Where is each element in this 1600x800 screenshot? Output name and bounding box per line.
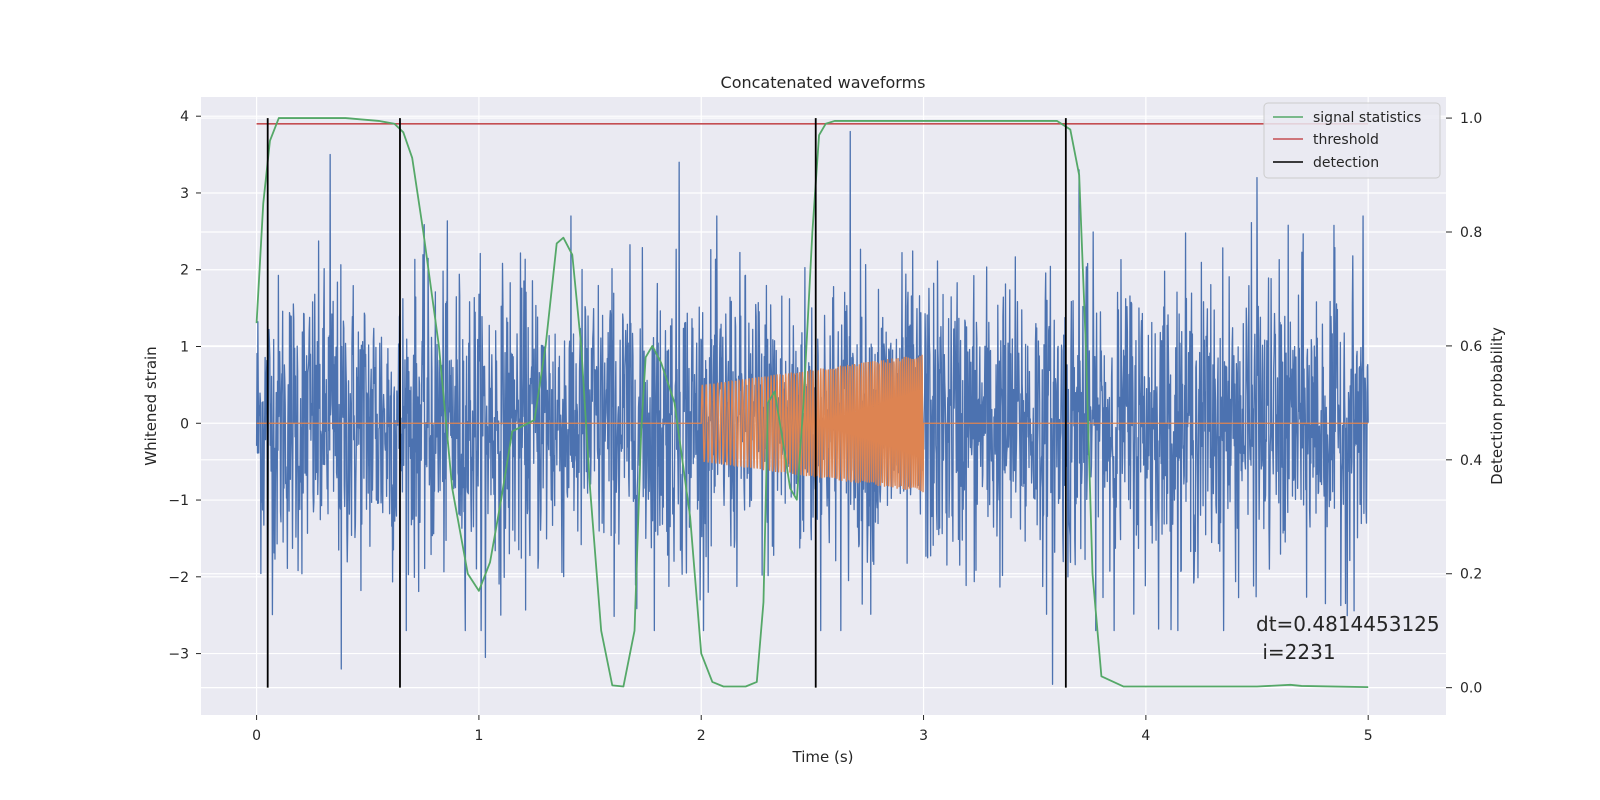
legend-label-detection: detection [1313, 155, 1379, 171]
x-tick-label: 2 [697, 728, 706, 744]
x-tick-label: 0 [252, 728, 261, 744]
y2-tick-label: 0.4 [1460, 453, 1482, 469]
y-axis-ticks: −3 −2 −1 0 1 2 3 4 [168, 109, 201, 663]
x-tick-label: 5 [1364, 728, 1373, 744]
chart-title: Concatenated waveforms [721, 73, 926, 92]
x-tick-label: 4 [1141, 728, 1150, 744]
y2-tick-label: 1.0 [1460, 111, 1482, 127]
chirp-trace [256, 354, 1369, 493]
x-tick-label: 1 [474, 728, 483, 744]
legend: signal statistics threshold detection [1263, 102, 1441, 179]
y2-tick-label: 0.0 [1460, 681, 1482, 697]
annotation-i: i=2231 [1256, 640, 1336, 664]
y-tick-label: 0 [180, 416, 189, 432]
x-tick-label: 3 [919, 728, 928, 744]
y-tick-label: −3 [168, 647, 189, 663]
y2-axis-ticks: 0.0 0.2 0.4 0.6 0.8 1.0 [1446, 111, 1482, 697]
legend-box [1263, 102, 1441, 179]
y2-tick-label: 0.2 [1460, 567, 1482, 583]
y-tick-label: −1 [168, 493, 189, 509]
x-axis-label: Time (s) [792, 748, 854, 766]
legend-label-threshold: threshold [1313, 132, 1379, 148]
legend-label-signal-statistics: signal statistics [1313, 110, 1421, 126]
y-axis-label: Whitened strain [142, 346, 160, 465]
injected-signal-series [256, 354, 1369, 493]
x-axis-ticks: 0 1 2 3 4 5 [252, 715, 1373, 744]
y-tick-label: 1 [180, 340, 189, 356]
annotation-dt: dt=0.4814453125 [1256, 612, 1440, 636]
y2-tick-label: 0.8 [1460, 225, 1482, 241]
y-tick-label: 3 [180, 186, 189, 202]
detection-lines [266, 118, 1067, 688]
y-tick-label: −2 [168, 570, 189, 586]
y2-tick-label: 0.6 [1460, 339, 1482, 355]
y2-axis-label: Detection probability [1488, 327, 1506, 485]
y-tick-label: 2 [180, 263, 189, 279]
y-tick-label: 4 [180, 109, 189, 125]
